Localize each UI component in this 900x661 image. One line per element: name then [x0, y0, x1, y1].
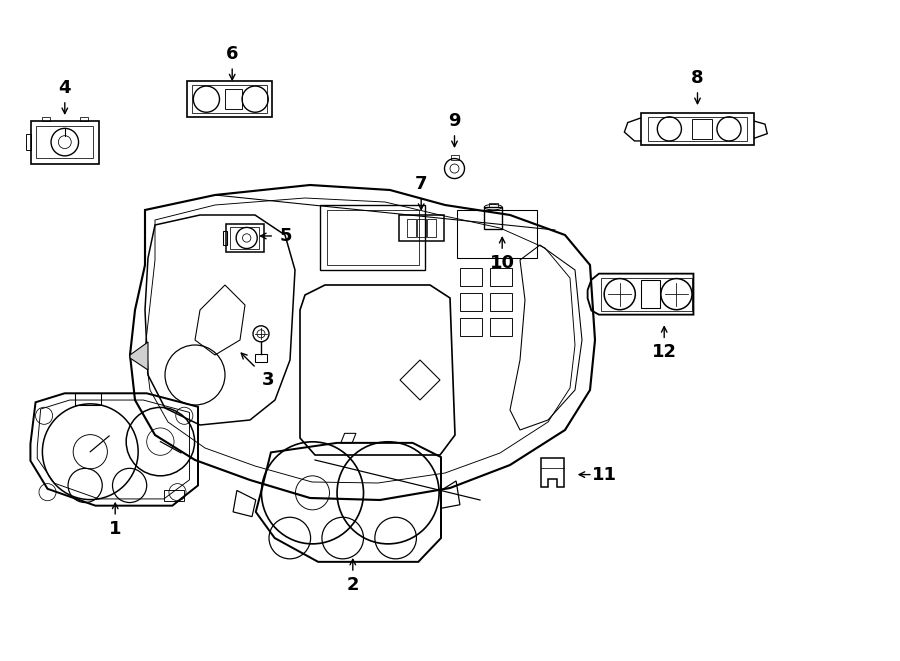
Text: 10: 10 [490, 254, 515, 272]
Text: 6: 6 [226, 45, 239, 63]
Bar [80, 117, 88, 120]
Bar [187, 81, 272, 118]
Bar [75, 393, 101, 405]
Bar [399, 215, 444, 241]
Bar [692, 119, 712, 139]
Bar [641, 113, 754, 145]
Bar [457, 210, 537, 258]
Bar [417, 219, 426, 237]
Bar [642, 280, 661, 309]
Bar [31, 121, 99, 164]
Text: 7: 7 [415, 175, 428, 193]
Bar [648, 117, 747, 141]
Bar [460, 318, 482, 336]
Bar [407, 219, 416, 237]
Text: 8: 8 [691, 69, 704, 87]
Bar [460, 293, 482, 311]
Bar [490, 318, 512, 336]
Bar [490, 268, 512, 286]
Bar [490, 293, 512, 311]
Bar [41, 117, 50, 120]
Text: 1: 1 [109, 520, 122, 538]
Text: 4: 4 [58, 79, 71, 97]
Bar [36, 126, 94, 159]
Text: 11: 11 [592, 465, 617, 484]
Bar [25, 134, 31, 150]
Text: 9: 9 [448, 112, 461, 130]
Bar [484, 207, 502, 229]
Bar [460, 268, 482, 286]
Bar [489, 203, 498, 207]
Circle shape [253, 326, 269, 342]
Text: 12: 12 [652, 343, 677, 362]
Bar [320, 205, 425, 270]
Text: 2: 2 [346, 576, 359, 594]
Bar [223, 231, 228, 245]
Bar [327, 210, 419, 265]
Text: 3: 3 [262, 371, 274, 389]
Bar [451, 155, 458, 159]
Bar [256, 354, 266, 362]
Polygon shape [130, 342, 148, 370]
Bar [427, 219, 436, 237]
Bar [601, 278, 691, 311]
Bar [226, 224, 264, 252]
Bar [164, 490, 184, 501]
Bar [230, 227, 259, 249]
Bar [225, 89, 242, 109]
Bar [192, 85, 267, 113]
Text: 5: 5 [280, 227, 292, 245]
